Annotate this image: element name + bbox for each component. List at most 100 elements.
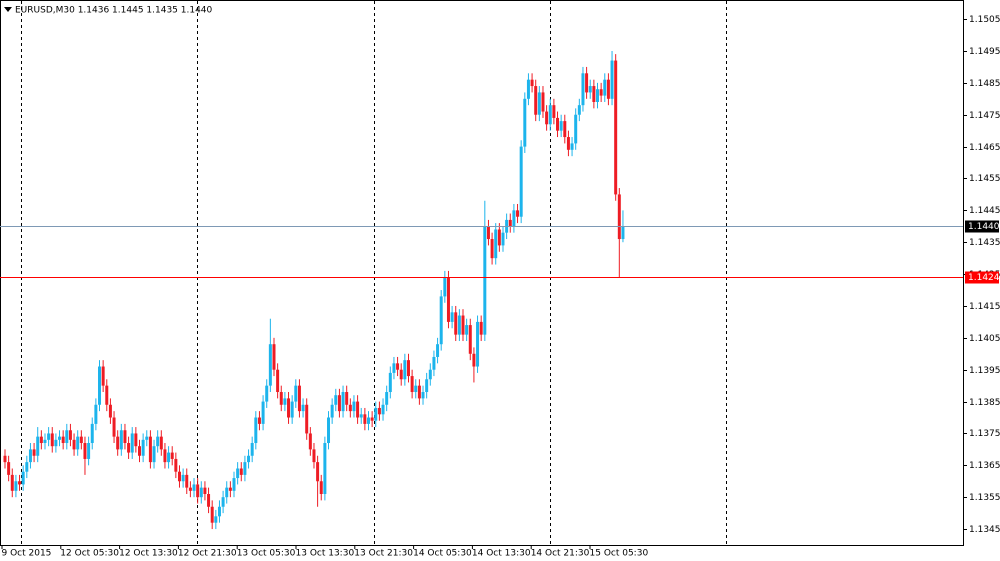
candle-body xyxy=(152,446,156,463)
candle-body xyxy=(87,443,91,459)
y-tick-label: 1.1385 xyxy=(969,398,1000,408)
price-label-box xyxy=(965,271,999,284)
y-tick-label: 1.1395 xyxy=(969,366,1000,376)
candle-body xyxy=(228,487,232,491)
candle-body xyxy=(243,462,247,475)
candle-body xyxy=(130,433,134,453)
candle-body xyxy=(541,92,545,112)
candle-body xyxy=(254,417,258,444)
candle-body xyxy=(247,455,251,463)
candle-body xyxy=(323,443,327,495)
candle-body xyxy=(276,369,280,393)
candle-body xyxy=(425,379,429,393)
candle-body xyxy=(177,471,181,482)
candle-body xyxy=(606,79,610,99)
y-tick-label: 1.1355 xyxy=(969,493,1000,503)
y-tick-label: 1.1445 xyxy=(969,206,1000,216)
candle-body xyxy=(516,210,520,217)
y-tick-label: 1.1405 xyxy=(969,334,1000,344)
y-tick-label: 1.1455 xyxy=(969,174,1000,184)
candle-body xyxy=(359,414,363,418)
candle-body xyxy=(239,468,243,475)
candle-body xyxy=(170,452,174,459)
candle-body xyxy=(119,430,123,450)
menu-triangle[interactable] xyxy=(4,7,12,12)
period-separators xyxy=(21,1,727,545)
candle-body xyxy=(217,506,221,517)
candle-body xyxy=(508,219,512,227)
x-tick-label: 15 Oct 05:30 xyxy=(590,549,649,559)
candle-body xyxy=(181,474,185,482)
candle-body xyxy=(203,487,207,495)
candle-body xyxy=(432,356,436,370)
candle-body xyxy=(556,117,560,131)
candle-body xyxy=(479,321,483,335)
candle-body xyxy=(297,385,301,412)
candle-body xyxy=(621,226,625,240)
x-tick-label: 12 Oct 13:30 xyxy=(119,549,178,559)
candle-body xyxy=(116,436,120,450)
candle-body xyxy=(279,392,283,405)
y-tick-label: 1.1435 xyxy=(969,238,1000,248)
y-tick-label: 1.1475 xyxy=(969,111,1000,121)
candle-body xyxy=(43,439,47,444)
candle-body xyxy=(388,372,392,393)
candle-body xyxy=(50,433,54,447)
candle-body xyxy=(3,455,7,463)
y-tick-label: 1.1375 xyxy=(969,429,1000,439)
candle-body xyxy=(501,232,505,246)
candle-body xyxy=(250,443,254,456)
plot-frame xyxy=(0,0,964,546)
candle-body xyxy=(18,481,22,485)
candle-body xyxy=(94,404,98,424)
candle-body xyxy=(457,315,461,335)
candle-body xyxy=(272,344,276,370)
y-tick-label: 1.1365 xyxy=(969,461,1000,471)
candle-body xyxy=(308,433,312,450)
price-label: 1.1424 xyxy=(968,273,1000,283)
candle-body xyxy=(548,105,552,125)
x-tick-label: 12 Oct 21:30 xyxy=(178,549,237,559)
candle-body xyxy=(377,407,381,415)
candle-body xyxy=(294,385,298,402)
candle-body xyxy=(494,229,498,259)
candle-body xyxy=(348,404,352,412)
candle-body xyxy=(25,462,29,472)
candle-body xyxy=(123,430,127,444)
candle-body xyxy=(301,404,305,412)
candle-body xyxy=(159,436,163,450)
candle-body xyxy=(352,401,356,412)
candle-body xyxy=(61,436,65,444)
candle-body xyxy=(439,296,443,345)
candle-body xyxy=(472,353,476,367)
candle-body xyxy=(330,404,334,418)
candle-body xyxy=(410,376,414,393)
candle-body xyxy=(196,484,200,498)
candle-body xyxy=(385,392,389,405)
candle-body xyxy=(468,325,472,354)
candle-body xyxy=(476,321,480,367)
candle-body xyxy=(145,436,149,440)
x-tick-label: 13 Oct 21:30 xyxy=(354,549,413,559)
candle-body xyxy=(185,474,189,488)
candle-body xyxy=(534,86,538,115)
x-tick-label: 9 Oct 2015 xyxy=(2,549,52,559)
candle-body xyxy=(465,325,469,335)
candle-body xyxy=(392,363,396,373)
x-tick-label: 13 Oct 05:30 xyxy=(237,549,296,559)
candle-body xyxy=(137,446,141,456)
candle-body xyxy=(367,417,370,424)
candle-body xyxy=(545,111,549,125)
candle-body xyxy=(363,414,367,424)
candle-body xyxy=(156,436,160,447)
candle-body xyxy=(112,417,116,437)
candle-body xyxy=(105,385,109,405)
candle-body xyxy=(610,60,614,99)
candle-body xyxy=(21,471,25,485)
x-tick-label: 12 Oct 05:30 xyxy=(60,549,119,559)
candle-body xyxy=(374,407,378,421)
candle-body xyxy=(305,404,309,434)
